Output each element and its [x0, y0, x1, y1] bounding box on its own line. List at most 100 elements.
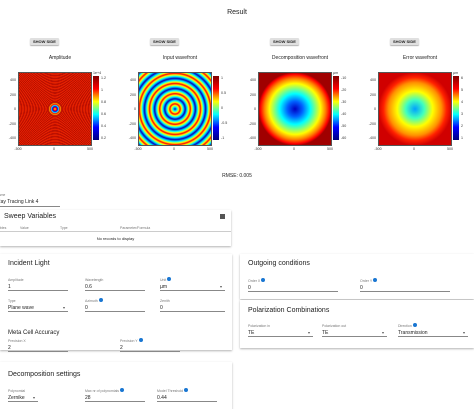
- x-tick: 500: [327, 147, 333, 151]
- field-label: Polarization out: [322, 324, 347, 328]
- y-tick: 200: [370, 92, 376, 97]
- colorbar-tick: -40: [341, 112, 347, 116]
- incident-title: Incident Light: [8, 260, 50, 267]
- colorbar-tick: -30: [341, 100, 347, 104]
- field-underline: [398, 336, 468, 337]
- info-icon: [373, 278, 377, 282]
- info-icon: [413, 323, 417, 327]
- x-tick: 0: [413, 147, 415, 151]
- field-underline: [248, 291, 338, 292]
- field-label: Amplitude: [8, 278, 24, 282]
- outgoing-card: Outgoing conditions Order X 0 Order Y 0: [240, 254, 474, 299]
- field-value[interactable]: TE: [248, 330, 255, 336]
- field-value[interactable]: TE: [322, 330, 329, 336]
- field-label: Model Threshold: [157, 389, 184, 393]
- y-tick: 0: [254, 107, 256, 111]
- field-label: Azimuth: [85, 299, 98, 303]
- y-tick: 200: [10, 92, 16, 97]
- colorbar-tick: 5: [461, 88, 463, 92]
- show-side-button[interactable]: SHOW SIDE: [270, 38, 299, 45]
- colorbar-tick: -1: [221, 136, 225, 140]
- field-underline: [248, 336, 313, 337]
- field-value[interactable]: 1: [8, 284, 11, 290]
- field-value[interactable]: Zernike: [8, 395, 25, 401]
- show-side-button[interactable]: SHOW SIDE: [390, 38, 419, 45]
- x-tick: 0: [293, 147, 295, 151]
- rmse: RMSE: 0.005: [222, 173, 252, 179]
- column-divider: [0, 231, 231, 232]
- show-side-button[interactable]: SHOW SIDE: [150, 38, 179, 45]
- colorbar: [333, 76, 339, 140]
- decomposition-card: Decomposition settings Polynomial Zernike M…: [0, 362, 232, 409]
- field-value[interactable]: 28: [85, 395, 91, 401]
- y-tick: -200: [128, 121, 136, 126]
- plot-title: Decomposition wavefront: [271, 55, 329, 61]
- field-underline: [360, 291, 450, 292]
- y-tick: 0: [374, 107, 376, 111]
- y-tick: 400: [370, 78, 376, 82]
- field-label: Max nr of polynomials: [85, 389, 120, 393]
- colorbar-tick: 0.5: [221, 91, 226, 95]
- colorbar-tick: 0.6: [101, 112, 106, 116]
- name-input[interactable]: Ray Tracing Link 4: [0, 199, 39, 205]
- colorbar-tick: 0.8: [101, 100, 106, 104]
- colorbar: [453, 76, 459, 140]
- field-label: Precision X: [8, 339, 26, 343]
- colorbar-tick: -60: [341, 136, 347, 140]
- field-underline: [85, 290, 145, 291]
- y-tick: -400: [128, 136, 136, 140]
- x-tick: -500: [134, 147, 142, 151]
- column-header: Value: [20, 226, 29, 230]
- sweep-card: Sweep Variables Variables Value Type Paramet…: [0, 210, 231, 246]
- decomposition-title: Decomposition settings: [8, 371, 81, 378]
- field-underline: [160, 311, 225, 312]
- colorbar-unit: µm: [453, 71, 459, 75]
- colorbar-tick: 1: [221, 76, 223, 80]
- field-value[interactable]: Transmission: [398, 330, 428, 336]
- colorbar-tick: 0.2: [101, 136, 106, 140]
- dropdown-arrow: [220, 286, 222, 288]
- x-tick: 500: [447, 147, 453, 151]
- x-tick: -500: [14, 147, 22, 151]
- field-value[interactable]: 0: [360, 285, 363, 291]
- colorbar-tick: 0: [221, 106, 223, 110]
- show-side-button[interactable]: SHOW SIDE: [30, 38, 59, 45]
- field-value[interactable]: 0.44: [157, 395, 167, 401]
- field-label: Zenith: [160, 299, 170, 303]
- field-value[interactable]: µm: [160, 284, 168, 290]
- info-icon: [184, 388, 188, 392]
- field-label: Direction: [398, 324, 412, 328]
- field-value[interactable]: 2: [8, 345, 11, 351]
- dropdown-arrow: [382, 332, 384, 334]
- y-tick: 400: [130, 78, 136, 82]
- info-icon: [261, 278, 265, 282]
- field-value[interactable]: 0: [160, 305, 163, 311]
- column-header: Parameter/Formula: [120, 226, 151, 230]
- colorbar: [213, 76, 219, 140]
- field-underline: [8, 401, 38, 402]
- info-icon: [139, 338, 143, 342]
- y-tick: 400: [250, 78, 256, 82]
- y-tick: 0: [134, 107, 136, 111]
- empty-message: No records to display: [96, 236, 135, 241]
- colorbar-tick: 3: [461, 112, 463, 116]
- polarization-title: Polarization Combinations: [248, 307, 330, 314]
- field-underline: [157, 401, 217, 402]
- dropdown-arrow: [33, 397, 35, 399]
- field-label: Unit: [160, 278, 167, 282]
- colorbar-tick: 2: [461, 124, 463, 128]
- colorbar-tick: 0.4: [101, 124, 106, 128]
- field-value[interactable]: Plane wave: [8, 305, 34, 311]
- field-value[interactable]: 0.6: [85, 284, 92, 290]
- field-value[interactable]: 0: [85, 305, 88, 311]
- plot-title: Error wavefront: [402, 55, 438, 61]
- x-tick: -500: [254, 147, 262, 151]
- colorbar-tick: -10: [341, 76, 347, 80]
- field-value[interactable]: 0: [248, 285, 251, 291]
- field-underline: [120, 351, 180, 352]
- heatmap: [378, 72, 452, 146]
- field-label: Order X: [248, 279, 261, 283]
- close-icon[interactable]: [220, 214, 225, 219]
- field-value[interactable]: 2: [120, 345, 123, 351]
- page-title: Result: [227, 9, 247, 16]
